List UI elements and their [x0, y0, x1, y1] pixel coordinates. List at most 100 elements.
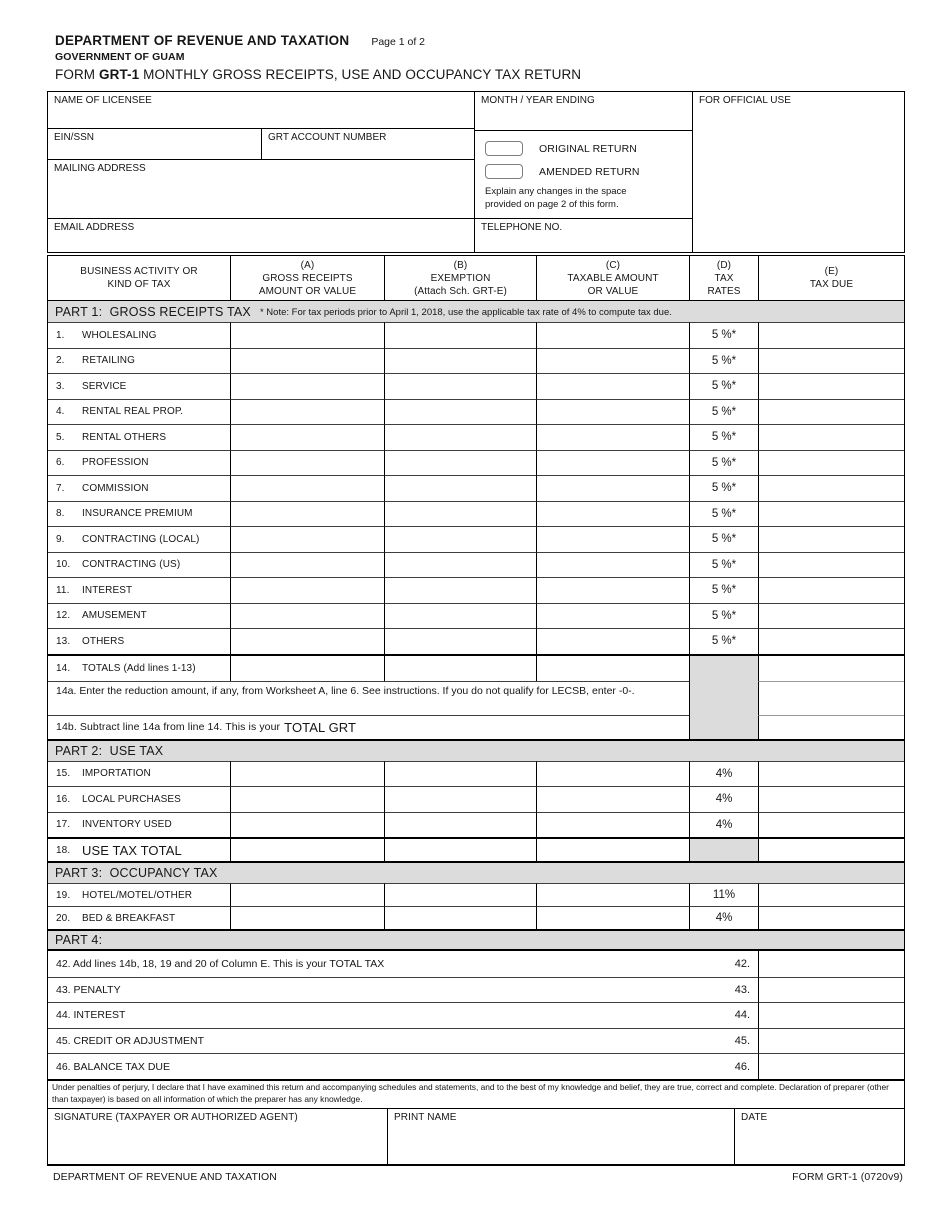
- amount-cell[interactable]: [230, 883, 384, 906]
- tax-due-cell[interactable]: [758, 837, 904, 861]
- taxable-cell[interactable]: [536, 786, 689, 812]
- taxable-cell[interactable]: [536, 602, 689, 628]
- exemption-cell[interactable]: [384, 760, 536, 786]
- amount-cell[interactable]: [230, 653, 384, 681]
- taxable-cell[interactable]: [536, 526, 689, 552]
- date-field[interactable]: DATE: [734, 1108, 904, 1164]
- tax-due-cell[interactable]: [758, 906, 904, 929]
- tax-due-cell[interactable]: [758, 1027, 904, 1054]
- amount-cell[interactable]: [230, 551, 384, 577]
- tax-due-cell[interactable]: [758, 577, 904, 603]
- line44-text: 44. INTEREST: [56, 1009, 126, 1022]
- tax-due-cell[interactable]: [758, 786, 904, 812]
- amount-cell[interactable]: [230, 786, 384, 812]
- tax-due-cell[interactable]: [758, 602, 904, 628]
- exemption-cell[interactable]: [384, 906, 536, 929]
- amount-cell[interactable]: [230, 602, 384, 628]
- taxable-cell[interactable]: [536, 322, 689, 348]
- amount-cell[interactable]: [230, 347, 384, 373]
- tax-due-cell[interactable]: [758, 398, 904, 424]
- exemption-cell[interactable]: [384, 883, 536, 906]
- taxable-cell[interactable]: [536, 760, 689, 786]
- email-address-field[interactable]: EMAIL ADDRESS: [54, 222, 135, 233]
- tax-due-cell[interactable]: [758, 811, 904, 837]
- taxable-cell[interactable]: [536, 398, 689, 424]
- signature-field[interactable]: SIGNATURE (TAXPAYER OR AUTHORIZED AGENT): [54, 1111, 298, 1123]
- taxable-cell[interactable]: [536, 577, 689, 603]
- exemption-cell[interactable]: [384, 347, 536, 373]
- exemption-cell[interactable]: [384, 837, 536, 861]
- exemption-cell[interactable]: [384, 577, 536, 603]
- exemption-cell[interactable]: [384, 373, 536, 399]
- exemption-cell[interactable]: [384, 322, 536, 348]
- amount-cell[interactable]: [230, 760, 384, 786]
- taxable-cell[interactable]: [536, 500, 689, 526]
- taxable-cell[interactable]: [536, 475, 689, 501]
- amount-cell[interactable]: [230, 906, 384, 929]
- tax-due-cell[interactable]: [758, 449, 904, 475]
- tax-due-cell[interactable]: [758, 1053, 904, 1079]
- tax-due-cell[interactable]: [758, 424, 904, 450]
- tax-due-cell[interactable]: [758, 500, 904, 526]
- ein-ssn-field[interactable]: EIN/SSN: [48, 129, 261, 160]
- amount-cell[interactable]: [230, 398, 384, 424]
- grt-account-number-field[interactable]: GRT ACCOUNT NUMBER: [261, 129, 474, 160]
- exemption-cell[interactable]: [384, 398, 536, 424]
- taxable-cell[interactable]: [536, 653, 689, 681]
- exemption-cell[interactable]: [384, 500, 536, 526]
- tax-due-cell[interactable]: [758, 714, 904, 739]
- amended-return-checkbox[interactable]: [485, 164, 523, 179]
- taxable-cell[interactable]: [536, 906, 689, 929]
- taxable-cell[interactable]: [536, 628, 689, 654]
- amount-cell[interactable]: [230, 475, 384, 501]
- amount-cell[interactable]: [230, 373, 384, 399]
- exemption-cell[interactable]: [384, 811, 536, 837]
- amount-cell[interactable]: [230, 424, 384, 450]
- tax-due-cell[interactable]: [758, 1002, 904, 1028]
- tax-due-cell[interactable]: [758, 526, 904, 552]
- taxable-cell[interactable]: [536, 449, 689, 475]
- taxable-cell[interactable]: [536, 837, 689, 861]
- taxable-cell[interactable]: [536, 551, 689, 577]
- telephone-field[interactable]: TELEPHONE NO.: [474, 219, 692, 252]
- amount-cell[interactable]: [230, 811, 384, 837]
- original-return-checkbox[interactable]: [485, 141, 523, 156]
- tax-due-cell[interactable]: [758, 373, 904, 399]
- tax-due-cell[interactable]: [758, 951, 904, 977]
- exemption-cell[interactable]: [384, 526, 536, 552]
- taxable-cell[interactable]: [536, 373, 689, 399]
- amount-cell[interactable]: [230, 526, 384, 552]
- exemption-cell[interactable]: [384, 653, 536, 681]
- amount-cell[interactable]: [230, 449, 384, 475]
- tax-due-cell[interactable]: [758, 680, 904, 715]
- tax-due-cell[interactable]: [758, 347, 904, 373]
- name-of-licensee-field[interactable]: NAME OF LICENSEE: [48, 92, 474, 129]
- tax-due-cell[interactable]: [758, 628, 904, 654]
- tax-due-cell[interactable]: [758, 551, 904, 577]
- taxable-cell[interactable]: [536, 811, 689, 837]
- tax-due-cell[interactable]: [758, 653, 904, 681]
- tax-due-cell[interactable]: [758, 322, 904, 348]
- tax-due-cell[interactable]: [758, 883, 904, 906]
- tax-due-cell[interactable]: [758, 760, 904, 786]
- exemption-cell[interactable]: [384, 786, 536, 812]
- amount-cell[interactable]: [230, 500, 384, 526]
- taxable-cell[interactable]: [536, 347, 689, 373]
- exemption-cell[interactable]: [384, 475, 536, 501]
- taxable-cell[interactable]: [536, 424, 689, 450]
- amount-cell[interactable]: [230, 837, 384, 861]
- tax-due-cell[interactable]: [758, 976, 904, 1003]
- exemption-cell[interactable]: [384, 551, 536, 577]
- mailing-address-field[interactable]: MAILING ADDRESS: [48, 160, 474, 219]
- exemption-cell[interactable]: [384, 602, 536, 628]
- month-year-ending-field[interactable]: MONTH / YEAR ENDING: [474, 92, 692, 131]
- amount-cell[interactable]: [230, 628, 384, 654]
- amount-cell[interactable]: [230, 322, 384, 348]
- amount-cell[interactable]: [230, 577, 384, 603]
- print-name-field[interactable]: PRINT NAME: [387, 1108, 734, 1164]
- exemption-cell[interactable]: [384, 628, 536, 654]
- exemption-cell[interactable]: [384, 449, 536, 475]
- tax-due-cell[interactable]: [758, 475, 904, 501]
- exemption-cell[interactable]: [384, 424, 536, 450]
- taxable-cell[interactable]: [536, 883, 689, 906]
